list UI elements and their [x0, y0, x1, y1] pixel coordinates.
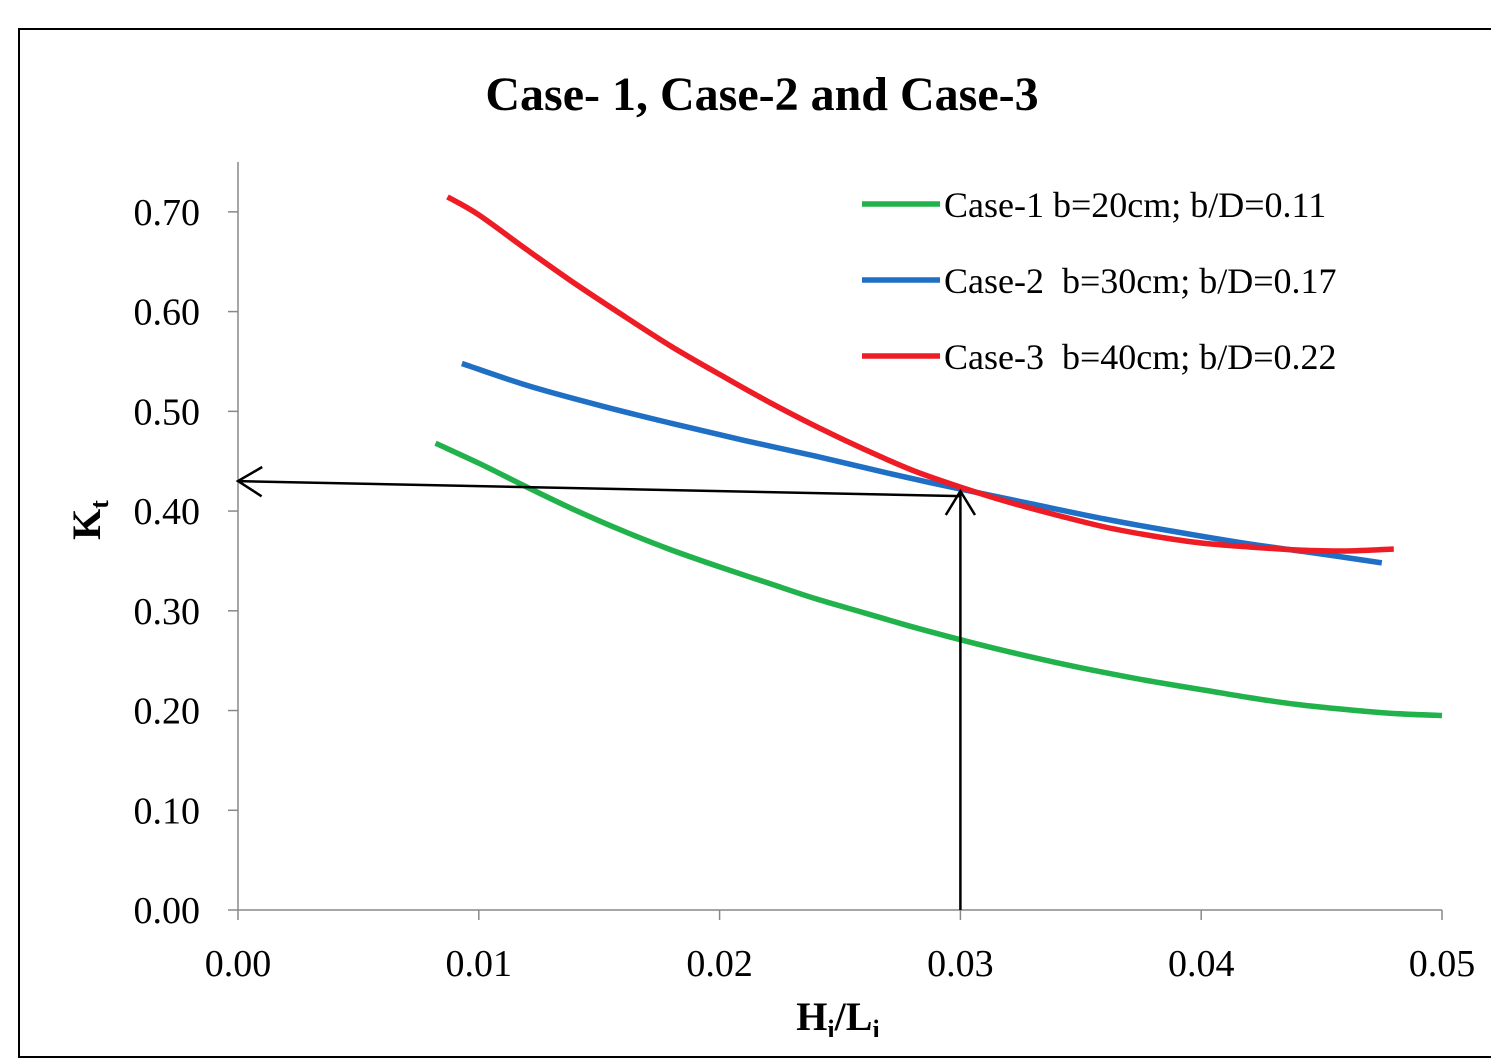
y-tick-label: 0.50	[134, 391, 201, 433]
arrow-head-2	[235, 465, 263, 498]
x-axis-label: Hi/Li	[796, 994, 879, 1037]
legend-label-case-1: Case-1 b=20cm; b/D=0.11	[944, 185, 1326, 225]
x-tick-label: 0.05	[1409, 943, 1476, 985]
y-tick-label: 0.10	[134, 790, 201, 832]
arrow-head-1	[944, 488, 977, 516]
x-tick-label: 0.04	[1168, 943, 1235, 985]
y-axis-label: Kt	[64, 500, 114, 540]
y-tick-label: 0.30	[134, 591, 201, 633]
legend-label-case-2: Case-2 b=30cm; b/D=0.17	[944, 261, 1337, 301]
annotation-arrows	[235, 465, 977, 910]
legend-label-case-3: Case-3 b=40cm; b/D=0.22	[944, 337, 1337, 377]
series-lines	[434, 194, 1443, 719]
legend: Case-1 b=20cm; b/D=0.11 Case-2 b=30cm; b/…	[862, 185, 1337, 377]
chart-title: Case- 1, Case-2 and Case-3	[485, 68, 1038, 121]
series-line-case-3	[446, 194, 1394, 554]
arrow-line-2	[237, 479, 961, 498]
y-tick-label: 0.60	[134, 292, 201, 334]
x-tick-label: 0.00	[205, 943, 272, 985]
y-tick-label: 0.20	[134, 691, 201, 733]
x-tick-label: 0.02	[686, 943, 753, 985]
y-tick-label: 0.00	[134, 890, 201, 932]
series-line-case-1	[434, 440, 1443, 719]
axes	[237, 162, 1442, 911]
ticks: 0.00 0.01 0.02 0.03 0.04 0.05 0.00 0.10 0.20 0.30…	[134, 192, 1476, 985]
x-tick-label: 0.01	[446, 943, 513, 985]
y-tick-label: 0.40	[134, 491, 201, 533]
y-tick-label: 0.70	[134, 192, 201, 234]
x-tick-label: 0.03	[927, 943, 994, 985]
series-line-case-2	[461, 360, 1383, 566]
